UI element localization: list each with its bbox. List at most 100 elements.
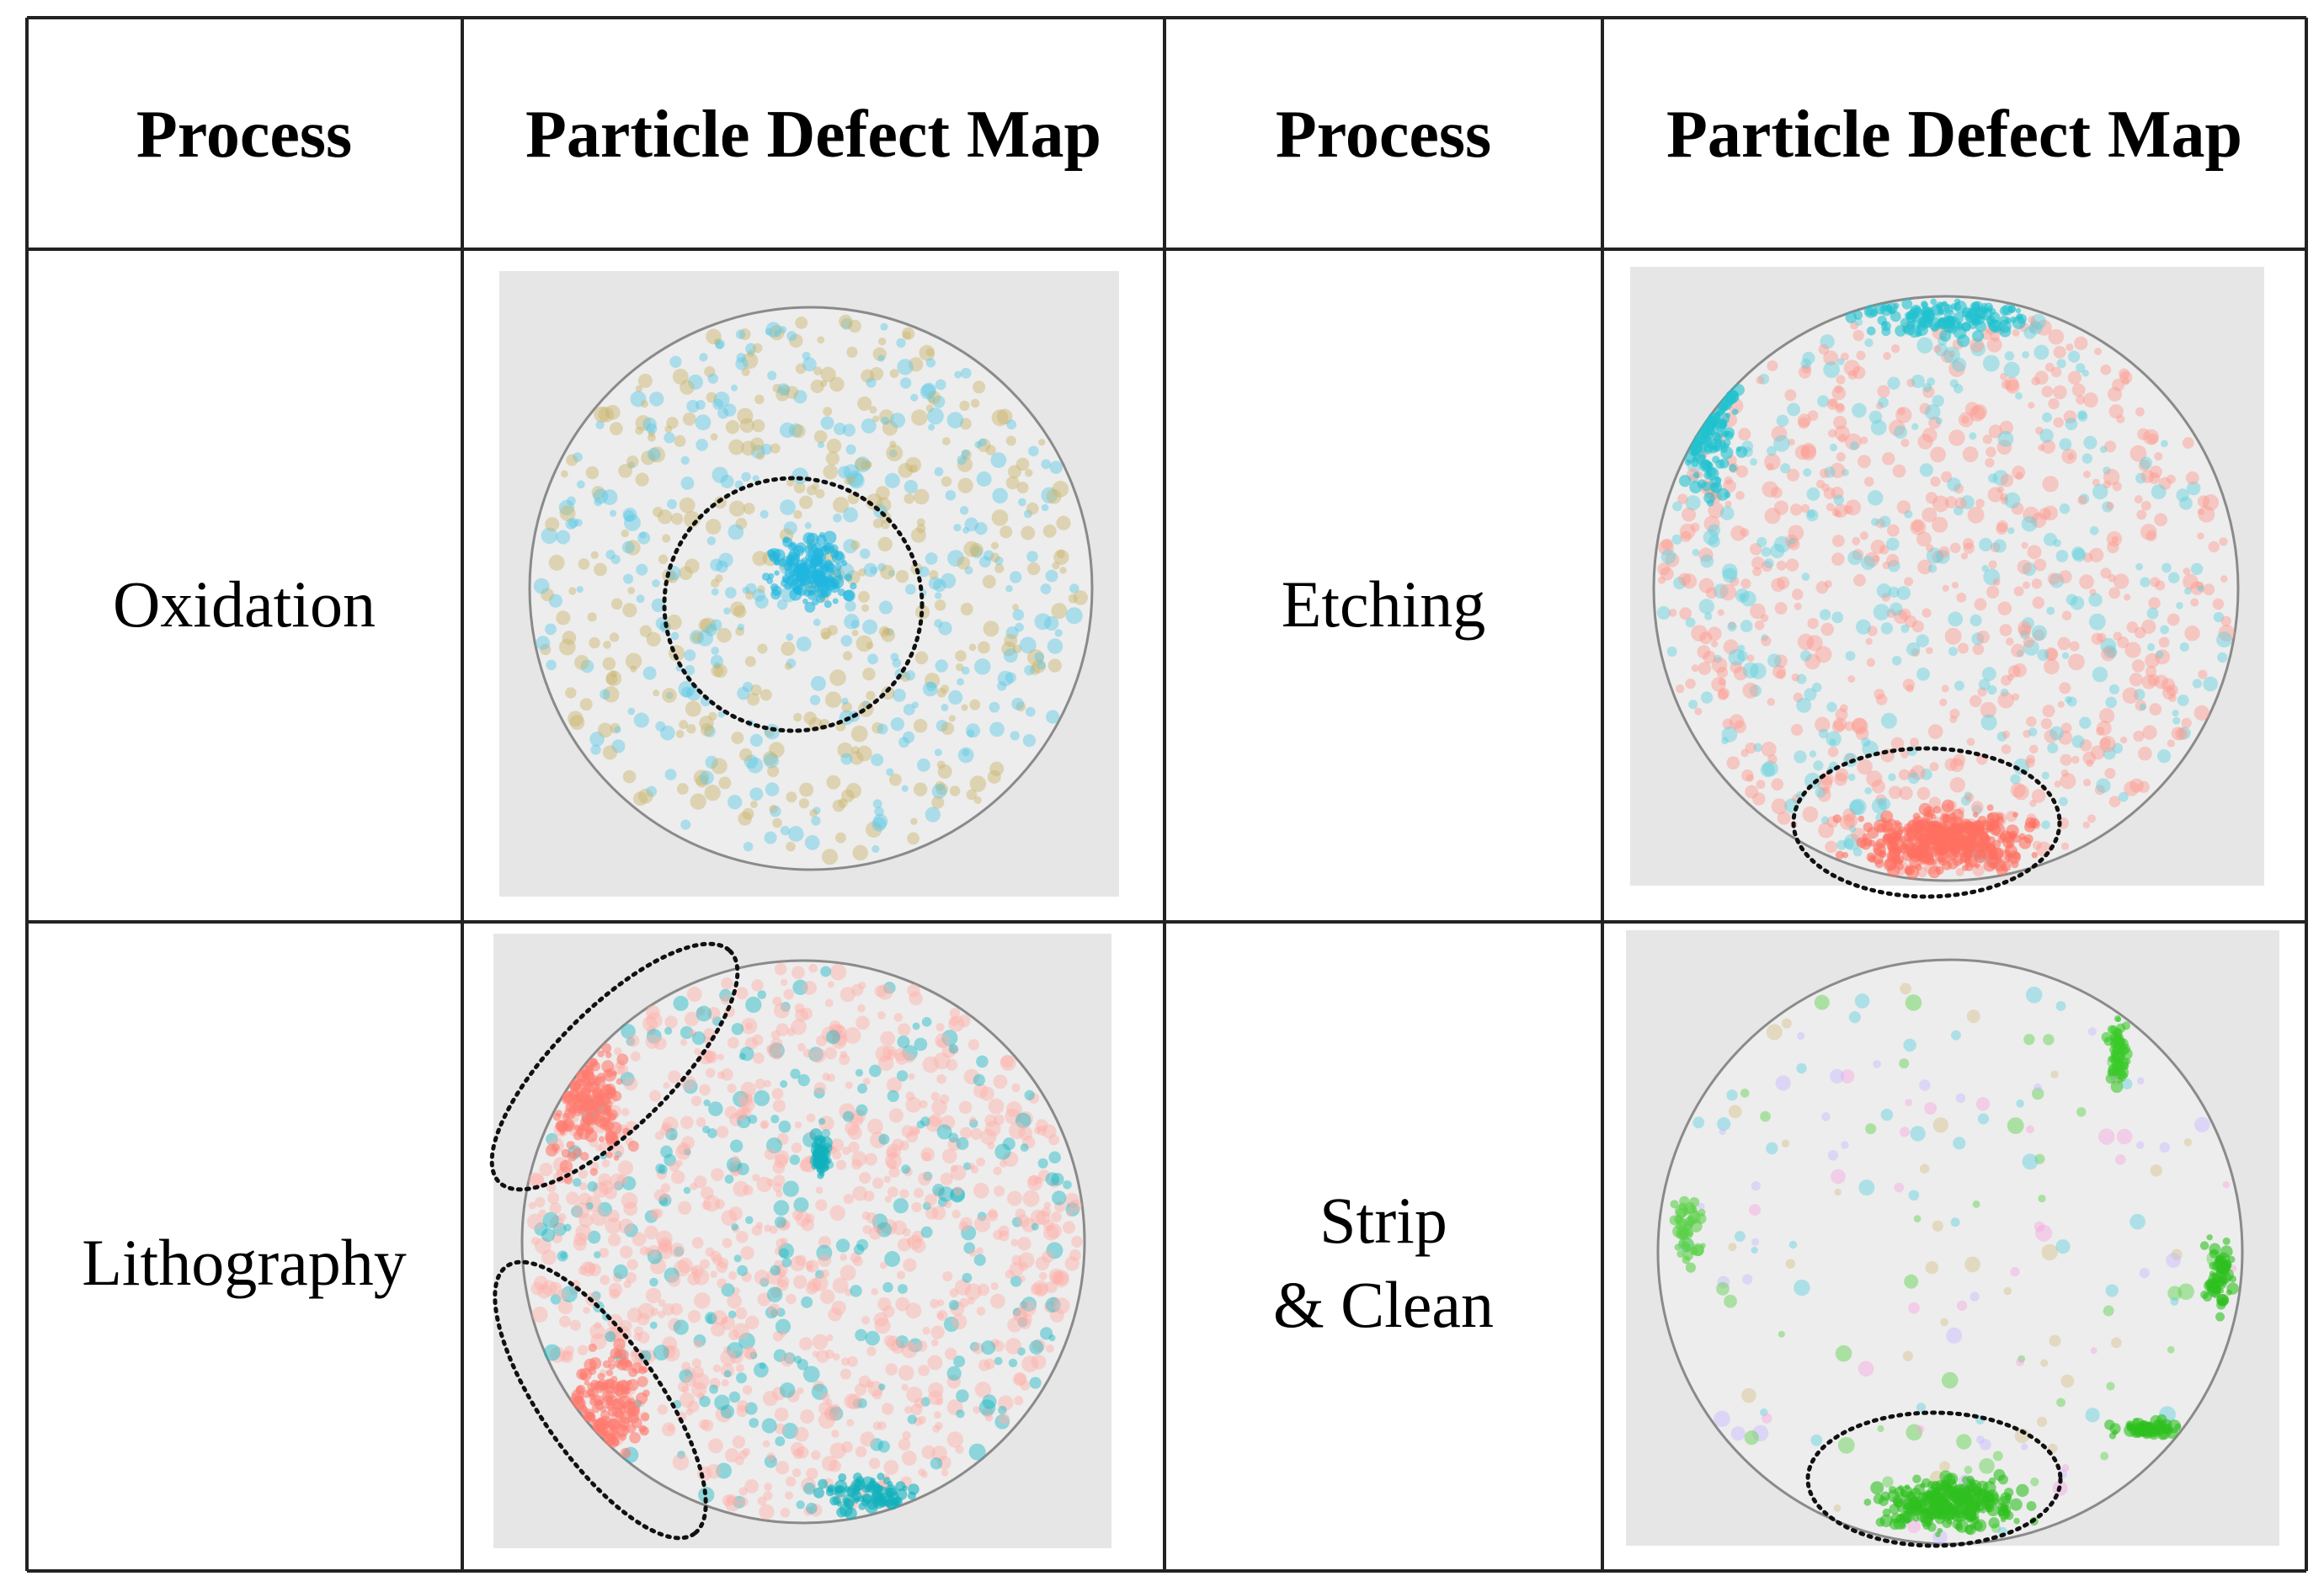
defect bbox=[1785, 558, 1799, 572]
defect bbox=[1843, 839, 1854, 849]
defect bbox=[825, 1349, 835, 1359]
defect bbox=[1036, 1210, 1051, 1226]
defect bbox=[813, 1380, 824, 1392]
defect bbox=[1831, 487, 1844, 500]
defect bbox=[957, 1014, 971, 1028]
defect bbox=[678, 680, 696, 698]
defect bbox=[957, 455, 967, 466]
defect bbox=[1718, 678, 1726, 686]
defect bbox=[852, 1256, 863, 1267]
defect bbox=[916, 1340, 928, 1352]
defect bbox=[2035, 1224, 2053, 1242]
defect bbox=[2007, 674, 2014, 681]
defect bbox=[740, 1246, 754, 1260]
defect bbox=[1848, 1011, 1861, 1024]
defect bbox=[841, 1440, 853, 1453]
defect bbox=[644, 1225, 658, 1240]
defect bbox=[2215, 1312, 2225, 1322]
defect bbox=[589, 1380, 600, 1390]
defect bbox=[941, 1148, 957, 1164]
defect bbox=[2050, 366, 2062, 378]
defect bbox=[1957, 322, 1964, 328]
defect bbox=[938, 621, 952, 636]
defect bbox=[1028, 445, 1039, 457]
defect bbox=[776, 1190, 783, 1198]
defect bbox=[791, 1019, 807, 1036]
defect bbox=[2028, 402, 2035, 409]
defect bbox=[591, 1291, 601, 1302]
defect bbox=[1890, 841, 1896, 847]
defect bbox=[1823, 350, 1839, 366]
defect bbox=[1002, 1151, 1019, 1168]
defect bbox=[1818, 822, 1835, 839]
defect bbox=[626, 1307, 642, 1323]
defect bbox=[1875, 694, 1888, 705]
defect bbox=[1007, 1318, 1022, 1333]
defect bbox=[2124, 780, 2140, 796]
defect bbox=[1021, 1296, 1037, 1312]
defect bbox=[1656, 605, 1671, 620]
defect bbox=[561, 1286, 578, 1302]
defect bbox=[1767, 753, 1778, 764]
defect bbox=[784, 582, 792, 590]
defect bbox=[1876, 583, 1892, 599]
defect bbox=[2212, 598, 2225, 610]
defect bbox=[745, 583, 757, 595]
defect bbox=[1922, 382, 1932, 392]
defect bbox=[602, 1360, 611, 1369]
defect bbox=[2138, 746, 2152, 761]
defect bbox=[970, 1165, 979, 1174]
defect bbox=[2007, 527, 2015, 535]
defect bbox=[1833, 503, 1848, 518]
defect bbox=[1766, 1142, 1778, 1155]
defect bbox=[1919, 833, 1927, 841]
defect bbox=[1736, 650, 1748, 662]
defect bbox=[801, 1217, 814, 1232]
defect bbox=[898, 1023, 911, 1036]
defect bbox=[2071, 755, 2080, 764]
defect bbox=[2022, 581, 2030, 589]
defect bbox=[1928, 835, 1937, 844]
defect bbox=[770, 805, 781, 817]
defect bbox=[2044, 658, 2060, 675]
defect bbox=[1824, 579, 1832, 588]
defect bbox=[1904, 509, 1913, 519]
defect bbox=[941, 476, 952, 487]
defect bbox=[620, 1245, 633, 1259]
defect bbox=[1729, 714, 1745, 730]
defect bbox=[683, 1186, 691, 1195]
defect bbox=[1935, 417, 1943, 424]
defect bbox=[1740, 620, 1753, 633]
defect bbox=[2100, 647, 2116, 662]
defect bbox=[1011, 1254, 1022, 1266]
defect bbox=[905, 1096, 922, 1113]
defect bbox=[1948, 429, 1965, 446]
defect bbox=[693, 1334, 706, 1347]
defect bbox=[1796, 1062, 1807, 1074]
defect bbox=[733, 1254, 742, 1263]
defect bbox=[916, 518, 925, 527]
defect bbox=[861, 604, 870, 612]
defect bbox=[555, 1110, 562, 1117]
defect bbox=[959, 400, 970, 411]
defect bbox=[1967, 506, 1985, 524]
defect bbox=[1896, 863, 1905, 871]
defect bbox=[1947, 477, 1961, 492]
defect bbox=[1029, 1339, 1044, 1355]
defect bbox=[744, 1347, 757, 1360]
defect bbox=[1926, 547, 1943, 564]
defect bbox=[2094, 348, 2103, 355]
defect bbox=[762, 751, 778, 766]
defect bbox=[776, 1238, 786, 1249]
defect bbox=[798, 798, 810, 809]
defect bbox=[897, 359, 914, 375]
defect bbox=[1788, 524, 1804, 541]
defect bbox=[737, 686, 750, 700]
defect bbox=[1786, 468, 1800, 482]
defect bbox=[925, 807, 941, 823]
defect bbox=[624, 1223, 638, 1238]
defect bbox=[855, 1068, 864, 1077]
defect bbox=[844, 477, 852, 485]
defect bbox=[762, 1440, 770, 1448]
